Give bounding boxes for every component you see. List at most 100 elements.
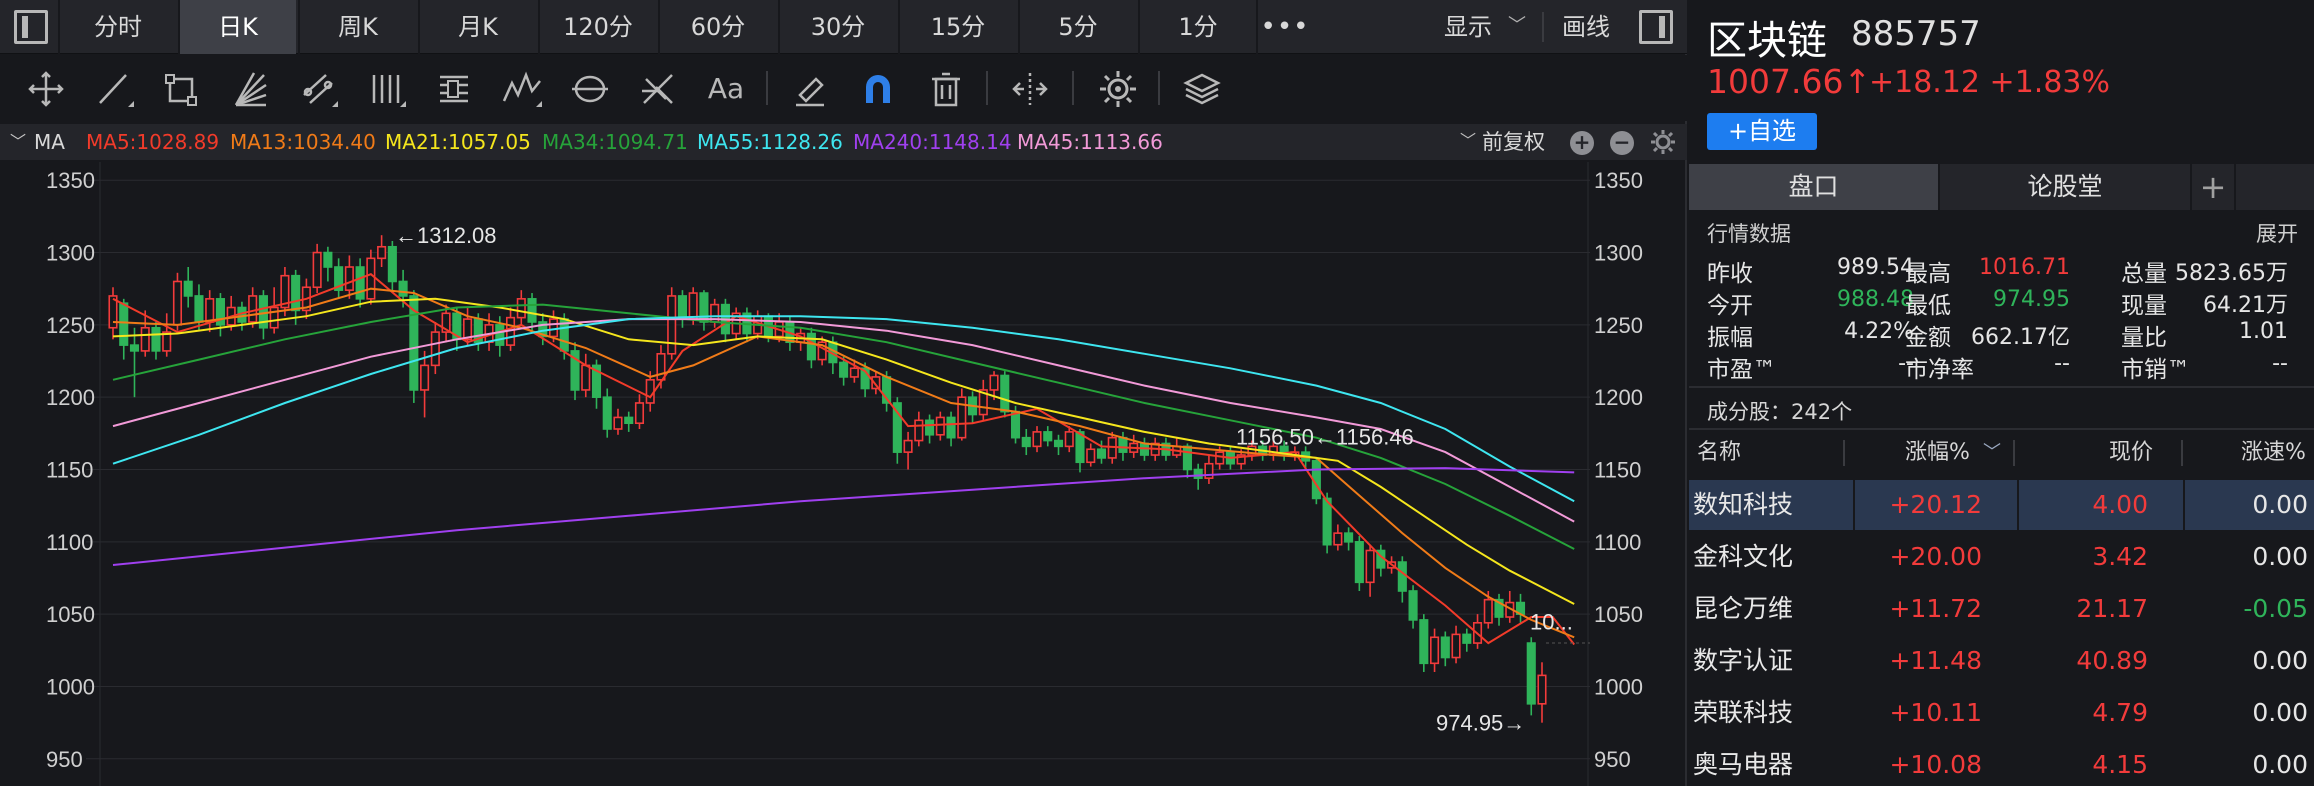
tab-forum[interactable]: 论股堂 [2027, 172, 2103, 201]
trash-icon[interactable] [924, 67, 968, 111]
tab-order-book[interactable]: 盘口 [1689, 164, 1938, 210]
draw-lines-button[interactable]: 画线 [1562, 13, 1610, 41]
change-pct-cell: +10.11 [1889, 698, 1982, 727]
ma240-label: MA240:1148.14 [853, 130, 1012, 154]
constituents-table-header: 名称 涨幅% ﹀ 现价 涨速% [1689, 430, 2314, 476]
add-indicator-icon[interactable]: + [1570, 131, 1594, 155]
magnet-icon[interactable] [856, 67, 900, 111]
stock-name: 区块链 [1707, 18, 1827, 64]
divider [2017, 636, 2019, 686]
add-tab-icon[interactable]: + [2199, 168, 2227, 206]
toggle-right-panel-icon[interactable] [1639, 10, 1673, 44]
cycle-tool-icon[interactable] [568, 67, 612, 111]
candle-up [645, 379, 655, 404]
tab-60min[interactable]: 60分 [658, 0, 776, 54]
settings-icon[interactable] [1096, 67, 1140, 111]
fibonacci-icon[interactable] [636, 67, 680, 111]
chevron-down-icon[interactable]: ﹀ [1460, 131, 1477, 150]
constituents-count: 成分股：242个 [1707, 400, 1853, 424]
tab-monthly-k[interactable]: 月K [418, 0, 536, 54]
candle-up [1537, 674, 1547, 705]
tab-30min[interactable]: 30分 [778, 0, 896, 54]
table-row[interactable]: 昆仑万维 +11.72 21.17 -0.05 [1689, 584, 2314, 634]
speed-cell: 0.00 [2252, 646, 2308, 675]
market-data-label: 振幅 [1707, 325, 1753, 351]
candlestick-chart[interactable]: 1350 1350 1300 1300 1250 1250 1200 1200 1150 1150… [0, 160, 1687, 786]
candle-down [291, 274, 301, 312]
candle-up [280, 274, 290, 309]
table-row[interactable]: 数字认证 +11.48 40.89 0.00 [1689, 636, 2314, 686]
y-tick-label-right: 1000 [1594, 674, 1643, 699]
indicator-settings-icon[interactable] [1650, 129, 1676, 155]
indicator-name[interactable]: MA [34, 130, 65, 154]
tab-intraday[interactable]: 分时 [58, 0, 176, 54]
toggle-left-sidebar-icon[interactable] [14, 10, 48, 44]
stock-name-cell: 荣联科技 [1693, 698, 1794, 727]
candle-up [667, 295, 677, 355]
divider [986, 71, 988, 105]
candle-up [688, 292, 698, 320]
tab-5min[interactable]: 5分 [1018, 0, 1136, 54]
column-change-header[interactable]: 涨幅% [1905, 440, 1970, 465]
expand-link[interactable]: 展开 [2256, 222, 2298, 246]
add-to-watchlist-button[interactable]: +自选 [1707, 113, 1817, 150]
layers-icon[interactable] [1180, 67, 1224, 111]
change-pct-cell: +20.12 [1889, 490, 1982, 519]
table-row[interactable]: 数知科技 +20.12 4.00 0.00 [1689, 480, 2314, 530]
parallel-lines-icon[interactable] [364, 67, 408, 111]
candle-up [108, 295, 118, 329]
candle-down [1419, 619, 1429, 665]
column-price-header[interactable]: 现价 [2109, 440, 2154, 465]
price-cell: 4.79 [2092, 698, 2148, 727]
market-data-label: 量比 [2121, 325, 2167, 351]
remove-indicator-icon[interactable]: − [1610, 131, 1634, 155]
split-icon[interactable] [1008, 67, 1052, 111]
candle-down [1021, 436, 1031, 448]
market-data-value: 4.22% [1844, 319, 1914, 344]
divider [2183, 532, 2185, 582]
high-annotation: ←1312.08 [395, 223, 497, 248]
candle-up [849, 367, 859, 378]
eraser-icon[interactable] [788, 67, 832, 111]
table-row[interactable]: 奥马电器 +10.08 4.15 0.00 [1689, 740, 2314, 786]
channel-tool-icon[interactable] [296, 67, 340, 111]
tab-15min[interactable]: 15分 [898, 0, 1016, 54]
line-tool-icon[interactable] [92, 67, 136, 111]
candle-up [957, 396, 967, 439]
market-data-label: 昨收 [1707, 261, 1753, 287]
crosshair-icon[interactable] [24, 67, 68, 111]
candle-up [1451, 633, 1461, 659]
table-row[interactable]: 荣联科技 +10.11 4.79 0.00 [1689, 688, 2314, 738]
speed-cell: 0.00 [2252, 490, 2308, 519]
wave-tool-icon[interactable] [500, 67, 544, 111]
candle-down [1118, 436, 1128, 453]
chevron-down-icon[interactable]: ﹀ [1508, 15, 1526, 36]
candle-up [935, 416, 945, 436]
more-periods-icon[interactable]: ••• [1256, 0, 1312, 54]
column-name-header[interactable]: 名称 [1697, 440, 1742, 465]
market-data-label: 最高 [1905, 261, 1951, 287]
candle-up [656, 352, 666, 381]
column-speed-header[interactable]: 涨速% [2241, 440, 2306, 465]
divider [1843, 440, 1845, 466]
candle-down [677, 295, 688, 320]
fan-tool-icon[interactable] [228, 67, 272, 111]
rectangle-tool-icon[interactable] [160, 67, 204, 111]
tab-1min[interactable]: 1分 [1138, 0, 1256, 54]
price-adjust-select[interactable]: 前复权 [1482, 130, 1545, 154]
table-row[interactable]: 金科文化 +20.00 3.42 0.00 [1689, 532, 2314, 582]
display-menu-button[interactable]: 显示 [1444, 13, 1492, 41]
collapse-chevron-icon[interactable]: ﹀ [10, 132, 27, 151]
candle-down [334, 266, 344, 291]
y-tick-label-left: 950 [46, 747, 83, 772]
text-lines-icon[interactable] [432, 67, 476, 111]
candle-up [1430, 636, 1440, 665]
tab-weekly-k[interactable]: 周K [298, 0, 416, 54]
tab-120min[interactable]: 120分 [538, 0, 656, 54]
sort-desc-icon[interactable]: ﹀ [1983, 442, 2001, 463]
candle-down [699, 292, 709, 323]
market-data-value: 1016.71 [1979, 255, 2070, 280]
candle-up [914, 419, 924, 442]
text-tool-icon[interactable]: Aa [704, 67, 748, 111]
tab-daily-k[interactable]: 日K [178, 0, 296, 54]
